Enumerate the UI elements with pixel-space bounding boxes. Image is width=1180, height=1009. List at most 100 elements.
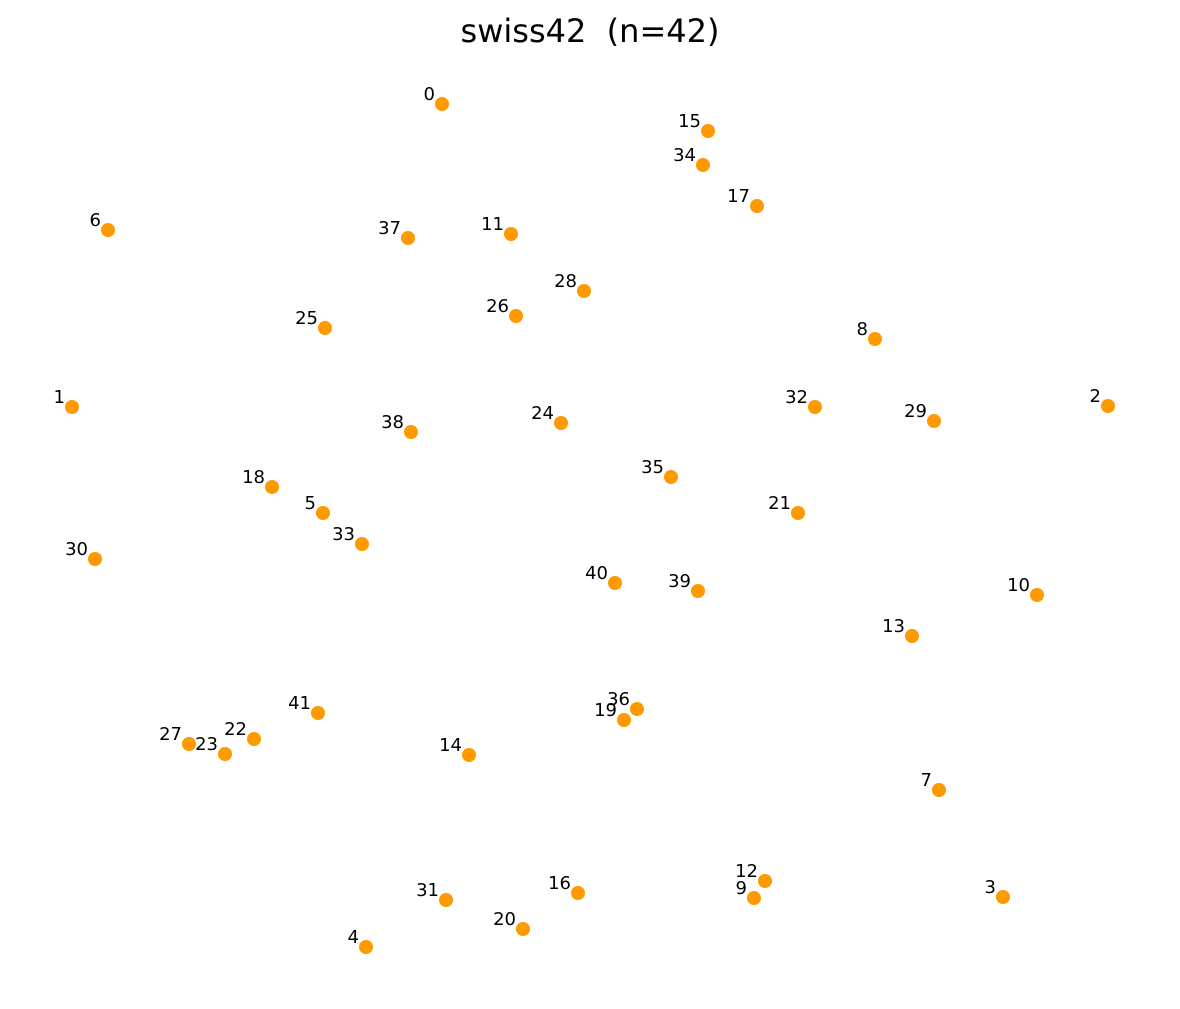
node-label: 6 — [90, 210, 101, 231]
node-37: 37 — [378, 218, 415, 245]
node-point — [247, 732, 261, 746]
node-32: 32 — [785, 387, 822, 414]
node-16: 16 — [548, 873, 585, 900]
node-point — [218, 747, 232, 761]
node-label: 3 — [985, 877, 996, 898]
node-label: 33 — [332, 524, 355, 545]
node-38: 38 — [381, 412, 418, 439]
node-10: 10 — [1007, 575, 1044, 602]
node-29: 29 — [904, 401, 941, 428]
node-7: 7 — [921, 770, 946, 797]
node-11: 11 — [481, 214, 518, 241]
node-label: 25 — [295, 308, 318, 329]
node-28: 28 — [554, 271, 591, 298]
chart-title: swiss42 (n=42) — [460, 12, 720, 50]
node-label: 7 — [921, 770, 932, 791]
node-13: 13 — [882, 616, 919, 643]
node-label: 18 — [242, 467, 265, 488]
node-point — [182, 737, 196, 751]
node-label: 21 — [768, 493, 791, 514]
node-34: 34 — [673, 145, 710, 172]
node-39: 39 — [668, 571, 705, 598]
node-label: 16 — [548, 873, 571, 894]
node-12: 12 — [735, 861, 772, 888]
node-6: 6 — [90, 210, 115, 237]
node-point — [750, 199, 764, 213]
node-label: 40 — [585, 563, 608, 584]
node-label: 29 — [904, 401, 927, 422]
node-label: 19 — [594, 700, 617, 721]
node-1: 1 — [54, 387, 79, 414]
node-label: 12 — [735, 861, 758, 882]
node-point — [927, 414, 941, 428]
node-point — [571, 886, 585, 900]
node-4: 4 — [348, 927, 373, 954]
node-point — [404, 425, 418, 439]
node-point — [359, 940, 373, 954]
node-label: 22 — [224, 719, 247, 740]
node-label: 32 — [785, 387, 808, 408]
node-label: 5 — [305, 493, 316, 514]
node-label: 1 — [54, 387, 65, 408]
node-point — [701, 124, 715, 138]
node-label: 23 — [195, 734, 218, 755]
node-point — [65, 400, 79, 414]
node-label: 31 — [416, 880, 439, 901]
node-15: 15 — [678, 111, 715, 138]
node-point — [932, 783, 946, 797]
node-point — [868, 332, 882, 346]
node-label: 11 — [481, 214, 504, 235]
node-label: 0 — [424, 84, 435, 105]
node-point — [439, 893, 453, 907]
node-label: 28 — [554, 271, 577, 292]
node-point — [691, 584, 705, 598]
node-point — [101, 223, 115, 237]
node-label: 10 — [1007, 575, 1030, 596]
node-point — [316, 506, 330, 520]
node-point — [318, 321, 332, 335]
node-label: 17 — [727, 186, 750, 207]
node-point — [1101, 399, 1115, 413]
node-point — [791, 506, 805, 520]
node-point — [355, 537, 369, 551]
node-3: 3 — [985, 877, 1010, 904]
node-label: 9 — [736, 878, 747, 899]
node-0: 0 — [424, 84, 449, 111]
node-26: 26 — [486, 296, 523, 323]
node-point — [1030, 588, 1044, 602]
node-point — [808, 400, 822, 414]
node-41: 41 — [288, 693, 325, 720]
node-33: 33 — [332, 524, 369, 551]
node-24: 24 — [531, 403, 568, 430]
node-label: 15 — [678, 111, 701, 132]
node-label: 24 — [531, 403, 554, 424]
node-point — [311, 706, 325, 720]
node-label: 2 — [1090, 386, 1101, 407]
node-point — [905, 629, 919, 643]
node-40: 40 — [585, 563, 622, 590]
node-label: 34 — [673, 145, 696, 166]
node-label: 37 — [378, 218, 401, 239]
node-9: 9 — [736, 878, 761, 905]
node-label: 13 — [882, 616, 905, 637]
node-label: 14 — [439, 735, 462, 756]
node-point — [516, 922, 530, 936]
node-point — [504, 227, 518, 241]
node-label: 35 — [641, 457, 664, 478]
node-14: 14 — [439, 735, 476, 762]
node-label: 4 — [348, 927, 359, 948]
node-5: 5 — [305, 493, 330, 520]
node-point — [664, 470, 678, 484]
node-20: 20 — [493, 909, 530, 936]
node-17: 17 — [727, 186, 764, 213]
node-point — [617, 713, 631, 727]
node-label: 38 — [381, 412, 404, 433]
node-point — [747, 891, 761, 905]
node-label: 39 — [668, 571, 691, 592]
node-point — [509, 309, 523, 323]
node-23: 23 — [195, 734, 232, 761]
node-point — [554, 416, 568, 430]
node-8: 8 — [857, 319, 882, 346]
node-label: 30 — [65, 539, 88, 560]
